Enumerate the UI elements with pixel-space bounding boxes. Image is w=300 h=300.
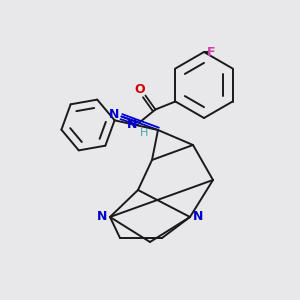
Text: N: N — [97, 211, 107, 224]
Text: F: F — [207, 46, 215, 59]
Text: N: N — [127, 118, 138, 131]
Text: H: H — [140, 128, 148, 137]
Text: N: N — [109, 108, 120, 121]
Text: N: N — [193, 211, 203, 224]
Text: O: O — [134, 83, 145, 96]
